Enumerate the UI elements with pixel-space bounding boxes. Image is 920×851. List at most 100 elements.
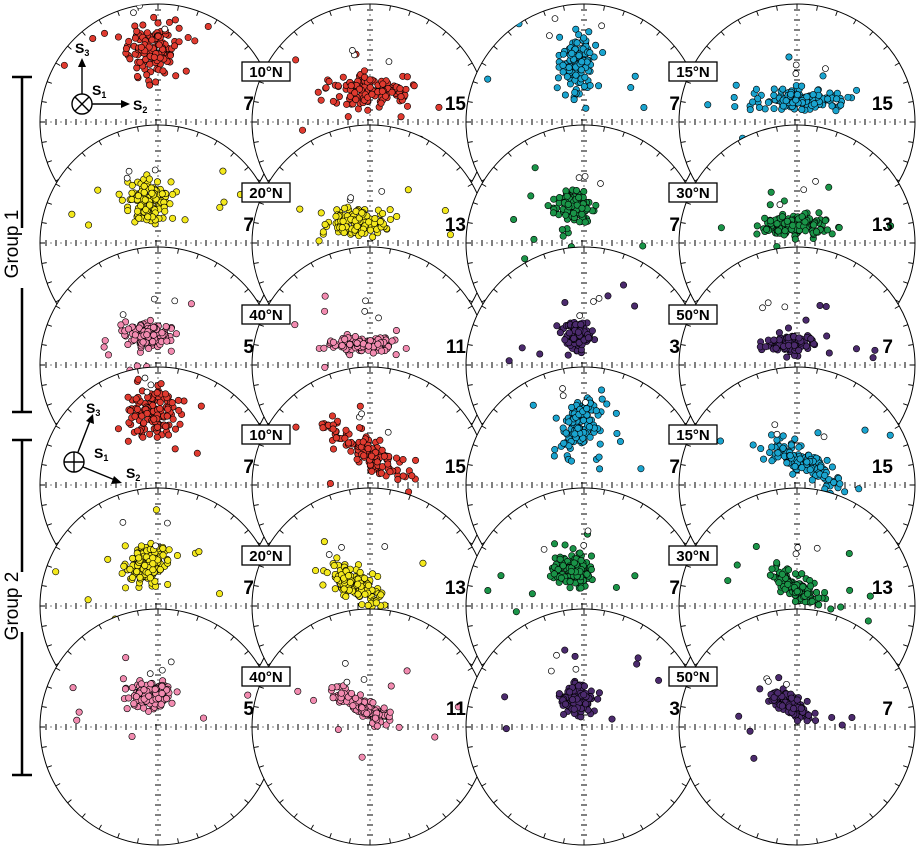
- open-data-point: [360, 676, 368, 683]
- data-point-outlier: [561, 299, 569, 307]
- data-point: [793, 91, 801, 99]
- open-data-point: [595, 295, 603, 302]
- open-data-point: [773, 430, 781, 438]
- data-point: [145, 345, 153, 353]
- data-point: [783, 217, 791, 225]
- data-point-outlier: [73, 716, 81, 724]
- data-point: [560, 439, 568, 447]
- data-point: [125, 325, 133, 333]
- data-point: [570, 559, 578, 567]
- data-point: [549, 209, 557, 217]
- open-data-point: [781, 303, 789, 311]
- data-point: [364, 106, 372, 114]
- data-point: [556, 555, 564, 563]
- open-data-point: [776, 201, 784, 208]
- data-point: [798, 105, 806, 113]
- data-point: [823, 456, 831, 464]
- data-point: [365, 581, 373, 589]
- data-point: [567, 457, 575, 465]
- data-point-outlier: [216, 203, 224, 211]
- data-point-outlier: [431, 733, 439, 741]
- data-point: [551, 446, 559, 454]
- data-point: [807, 582, 815, 590]
- data-point: [341, 204, 349, 212]
- open-data-point: [171, 297, 179, 305]
- data-point: [321, 221, 329, 229]
- latitude-box: [668, 304, 718, 325]
- data-point: [797, 704, 805, 712]
- latitude-label: 15°N: [676, 64, 710, 81]
- data-point-outlier: [505, 357, 513, 365]
- data-point: [329, 338, 337, 346]
- data-point: [598, 386, 606, 394]
- data-point: [352, 96, 360, 104]
- data-point: [146, 60, 154, 68]
- data-point: [824, 95, 832, 103]
- data-point: [118, 569, 126, 577]
- data-point-outlier: [134, 375, 142, 383]
- data-point-outlier: [182, 67, 190, 75]
- data-point: [836, 480, 844, 488]
- data-point: [338, 224, 346, 232]
- data-point: [565, 329, 573, 337]
- data-point: [141, 196, 149, 204]
- latitude-label: 30°N: [676, 548, 710, 565]
- data-point: [369, 570, 377, 578]
- data-point-outlier: [830, 478, 838, 486]
- open-data-point: [551, 15, 559, 22]
- data-point: [603, 400, 611, 408]
- open-data-point: [546, 32, 553, 39]
- data-point: [136, 573, 144, 581]
- data-point: [807, 335, 815, 343]
- data-point: [146, 81, 154, 89]
- data-point: [133, 405, 141, 413]
- data-point-outlier: [779, 432, 787, 440]
- data-point: [402, 344, 410, 352]
- data-point: [790, 705, 798, 713]
- data-point: [793, 696, 801, 704]
- data-point: [358, 704, 366, 712]
- data-point: [150, 13, 158, 21]
- data-point: [330, 562, 338, 570]
- data-point: [837, 603, 845, 611]
- data-point-outlier: [484, 75, 492, 83]
- data-point: [159, 551, 167, 559]
- data-point-outlier: [294, 687, 302, 695]
- data-point-outlier: [403, 667, 411, 675]
- data-point: [770, 105, 778, 113]
- data-point: [386, 468, 394, 476]
- open-data-point: [572, 665, 580, 673]
- data-point: [594, 695, 602, 703]
- data-point: [795, 443, 803, 451]
- data-point: [386, 708, 394, 716]
- data-point: [161, 207, 169, 215]
- data-point: [154, 423, 162, 431]
- data-point: [573, 39, 581, 47]
- data-point: [559, 50, 567, 58]
- data-point: [575, 682, 583, 690]
- data-point: [346, 340, 354, 348]
- data-point-outlier: [582, 104, 590, 112]
- latitude-box: [668, 545, 718, 566]
- data-point: [132, 693, 140, 701]
- data-point-outlier: [356, 402, 364, 410]
- stereonet-panel: 5: [39, 608, 277, 846]
- data-point: [802, 342, 810, 350]
- open-data-point: [385, 58, 393, 65]
- data-point: [581, 73, 589, 81]
- data-point: [168, 699, 176, 707]
- data-point-outlier: [631, 572, 639, 580]
- data-point-outlier: [767, 188, 775, 196]
- data-point-outlier: [484, 587, 492, 595]
- data-point: [363, 710, 371, 718]
- data-point: [166, 51, 174, 59]
- open-data-point: [151, 166, 159, 174]
- data-point: [571, 88, 579, 96]
- data-point: [559, 562, 567, 570]
- data-point: [129, 554, 137, 562]
- data-point: [322, 84, 330, 92]
- data-point: [135, 554, 143, 562]
- data-point-outlier: [633, 660, 641, 668]
- data-point: [782, 97, 790, 105]
- data-point: [783, 459, 791, 467]
